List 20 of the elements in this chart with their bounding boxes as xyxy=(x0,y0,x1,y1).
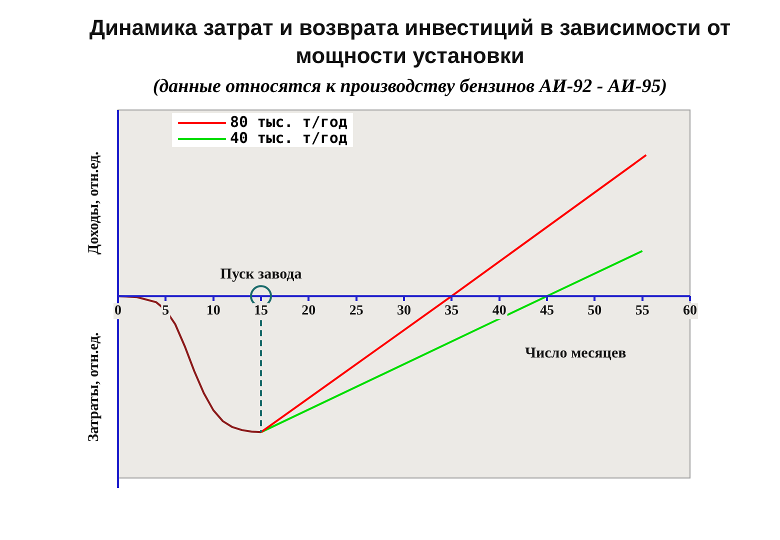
x-tick-label: 30 xyxy=(397,304,411,319)
x-tick-label: 55 xyxy=(635,304,650,319)
x-tick-label: 20 xyxy=(302,304,316,319)
x-axis-title: Число месяцев xyxy=(524,345,626,362)
x-tick-label: 60 xyxy=(683,304,697,319)
legend-label: 80 тыс. т/год xyxy=(229,113,348,131)
chart-title: Динамика затрат и возврата инвестиций в зависимости от мощности установки xyxy=(88,14,732,70)
x-tick-label: 40 xyxy=(492,304,506,319)
x-tick-label: 25 xyxy=(349,304,364,319)
x-tick-label: 0 xyxy=(114,304,122,319)
y2-axis-title: Затраты, отн.ед. xyxy=(86,332,102,442)
chart-subtitle: (данные относятся к производству бензинов АИ-92 - АИ-95) xyxy=(152,76,668,98)
x-tick-label: 10 xyxy=(206,304,220,319)
x-tick-label: 15 xyxy=(254,304,268,319)
x-tick-label: 35 xyxy=(444,304,459,319)
legend-label: 40 тыс. т/год xyxy=(229,129,348,147)
y-axis-title: Доходы, отн.ед. xyxy=(86,151,102,255)
x-tick-label: 50 xyxy=(588,304,602,319)
x-tick-label: 45 xyxy=(540,304,554,319)
annotation: Пуск завода xyxy=(220,266,302,282)
